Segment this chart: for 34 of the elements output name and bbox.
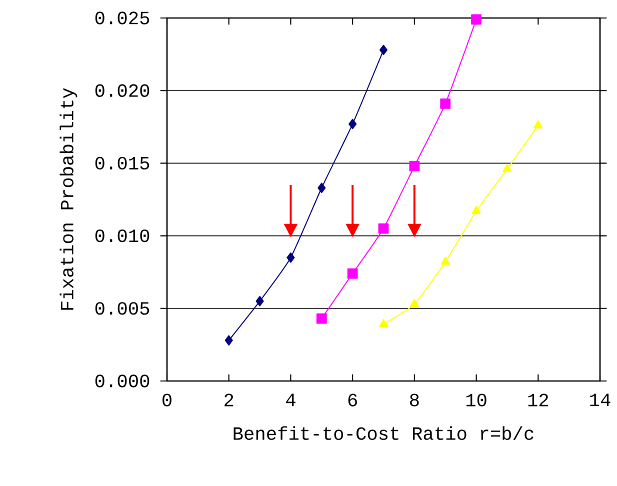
- y-tick-label: 0.015: [95, 156, 150, 170]
- x-tick-label: 14: [590, 394, 610, 406]
- x-tick-label: 12: [528, 394, 548, 406]
- y-tick-label: 0.025: [95, 12, 150, 24]
- point: [224, 335, 233, 346]
- point: [471, 14, 482, 25]
- y-tick-label: 0.005: [95, 302, 150, 315]
- point: [379, 44, 388, 56]
- point: [316, 313, 327, 324]
- point: [410, 298, 420, 307]
- point: [409, 160, 420, 172]
- x-axis-title: Benefit-to-Cost Ratio r=b/c: [234, 426, 534, 440]
- point: [440, 256, 450, 265]
- point: [378, 319, 388, 328]
- point: [534, 120, 543, 128]
- x-tick-label: 2: [224, 394, 234, 406]
- point: [440, 98, 451, 109]
- point: [286, 252, 295, 263]
- x-tick-label: 10: [466, 394, 486, 406]
- point: [256, 296, 264, 306]
- y-tick-label: 0.010: [95, 229, 150, 242]
- point: [378, 223, 389, 234]
- point: [502, 164, 512, 172]
- x-tick-label: 0: [162, 394, 172, 406]
- y-tick-label: 0.000: [95, 374, 150, 388]
- point: [348, 118, 357, 130]
- point: [318, 182, 326, 194]
- y-axis-title: Fixation Probability: [60, 88, 78, 310]
- x-tick-label: 8: [410, 394, 419, 406]
- point: [472, 206, 481, 214]
- x-tick-label: 4: [286, 394, 296, 406]
- point: [347, 268, 358, 279]
- x-tick-label: 6: [348, 394, 357, 406]
- y-tick-label: 0.020: [95, 84, 150, 97]
